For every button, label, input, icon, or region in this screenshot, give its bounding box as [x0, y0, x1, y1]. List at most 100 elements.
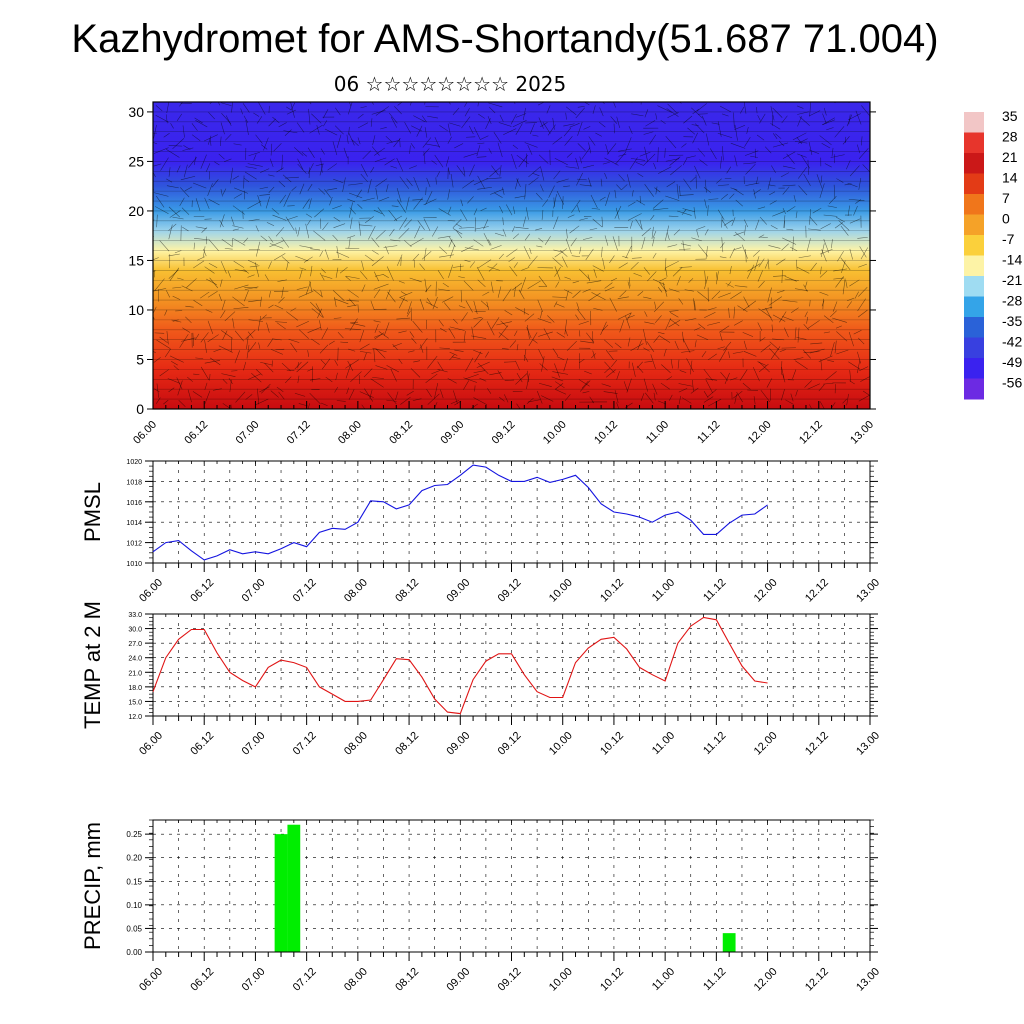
wind-barb [691, 107, 703, 119]
wind-barb [598, 121, 606, 128]
wind-barb [195, 119, 208, 128]
wind-barb [290, 307, 297, 312]
wind-barb [221, 238, 233, 248]
wind-barb [412, 253, 420, 261]
wind-barb [386, 140, 399, 144]
wind-barb [297, 163, 307, 174]
wind-barb [261, 144, 268, 150]
wind-barb [287, 215, 298, 220]
wind-barb [730, 377, 738, 381]
wind-barb [719, 333, 723, 342]
wind-barb [342, 177, 346, 192]
wind-barb [439, 254, 455, 258]
wind-barb [222, 188, 227, 195]
wind-barb [453, 318, 458, 324]
precip-bar [287, 824, 301, 952]
wind-barb [694, 165, 701, 179]
wind-barb [502, 228, 507, 237]
wind-barb [669, 310, 679, 312]
wind-barb [859, 366, 869, 371]
wind-barb [163, 399, 169, 405]
wind-barb [439, 125, 448, 132]
wind-barb [537, 318, 552, 324]
wind-barb [668, 215, 679, 217]
x-tick-label: 06.12 [188, 730, 216, 758]
wind-barb [371, 146, 380, 156]
wind-barb [322, 222, 329, 231]
wind-barb [628, 125, 633, 134]
wind-barb [647, 271, 657, 282]
wind-barb [729, 193, 735, 199]
wind-barb [842, 278, 846, 295]
wind-barb [165, 149, 180, 158]
wind-barb [633, 272, 642, 277]
wind-barb [733, 306, 736, 319]
wind-barb [661, 364, 671, 373]
wind-barb [307, 403, 310, 409]
wind-barb [275, 348, 285, 351]
wind-barb [153, 141, 158, 145]
wind-barb [796, 266, 810, 274]
colorbar-swatch [964, 132, 984, 154]
wind-barb [707, 398, 722, 407]
y-tick-label: 0.10 [126, 901, 142, 910]
wind-barb [643, 296, 652, 299]
wind-barb [664, 258, 667, 271]
wind-barb [166, 178, 173, 183]
colorbar-label: -42 [1002, 334, 1022, 350]
wind-barb [463, 280, 474, 291]
wind-barb [543, 328, 551, 340]
wind-barb [733, 247, 742, 250]
wind-barb [231, 102, 233, 113]
wind-barb [708, 198, 719, 200]
wind-barb [758, 308, 772, 318]
wind-barb [728, 351, 730, 358]
precip-axis-label: PRECIP, mm [80, 822, 105, 950]
wind-barb [610, 359, 618, 368]
wind-barb [681, 209, 687, 216]
wind-barb [581, 380, 589, 389]
wind-barb [419, 263, 425, 270]
wind-barb [569, 123, 580, 128]
wind-barb [373, 209, 383, 215]
wind-barb [436, 171, 440, 178]
wind-barb [229, 379, 232, 393]
wind-barb [705, 133, 710, 146]
wind-barb [782, 151, 796, 159]
wind-barb [523, 246, 531, 260]
wind-barb [528, 255, 538, 267]
wind-barb [335, 251, 350, 258]
wind-barb [696, 230, 699, 238]
wind-barb [409, 145, 411, 154]
wind-barb [207, 183, 213, 196]
wind-barb [182, 327, 191, 333]
wind-barb [643, 267, 650, 275]
wind-barb [515, 113, 527, 118]
wind-barb [400, 256, 402, 266]
wind-barb [752, 250, 760, 257]
wind-barb [616, 116, 620, 129]
wind-barb [230, 404, 232, 409]
wind-barb [194, 333, 200, 340]
wind-barb [652, 207, 669, 211]
wind-barb [244, 290, 249, 302]
wind-barb [473, 239, 484, 247]
wind-barb [795, 211, 798, 219]
wind-barb [795, 360, 808, 370]
wind-barb [567, 214, 575, 218]
wind-barb [563, 123, 575, 127]
wind-barb [657, 105, 672, 113]
wind-barb [260, 314, 267, 321]
wind-barb [315, 163, 324, 167]
wind-barb [487, 388, 492, 394]
wind-barb [561, 256, 568, 268]
wind-barb [447, 136, 452, 144]
wind-barb [793, 195, 796, 202]
wind-barb [682, 338, 691, 353]
wind-barb [212, 388, 222, 391]
wind-barb [765, 307, 773, 322]
wind-barb [438, 288, 450, 292]
wind-barb [616, 184, 622, 191]
wind-barb [691, 124, 699, 127]
wind-barb [435, 177, 437, 185]
